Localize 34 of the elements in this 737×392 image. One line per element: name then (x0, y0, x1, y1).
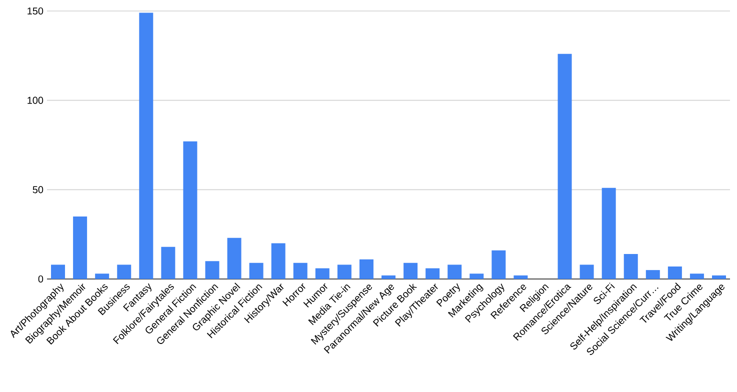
bar (337, 264, 352, 279)
y-tick-label: 150 (28, 7, 44, 15)
y-tick-label: 100 (28, 96, 44, 104)
bar (227, 238, 242, 279)
bar (139, 12, 154, 279)
bar (514, 275, 528, 279)
bar (646, 270, 660, 279)
bar (470, 274, 484, 279)
bar (624, 254, 638, 279)
bar (690, 274, 704, 279)
bar (382, 275, 396, 279)
bar (359, 259, 374, 279)
bar (558, 54, 572, 279)
bar (602, 188, 616, 279)
bar (183, 141, 198, 279)
bar (161, 246, 176, 279)
bar (249, 262, 264, 279)
bar (205, 261, 220, 279)
bar (668, 266, 682, 279)
bar (73, 216, 88, 279)
bar (492, 250, 506, 279)
bar (271, 243, 286, 279)
bar (404, 262, 418, 279)
y-tick-label: 50 (32, 186, 44, 194)
bar (712, 275, 726, 279)
bar (448, 264, 462, 279)
y-tick-label: 0 (38, 275, 44, 283)
bar (95, 274, 110, 279)
bar (51, 264, 66, 279)
bar (117, 264, 132, 279)
bar (315, 268, 330, 279)
bar (580, 264, 594, 279)
bar (426, 268, 440, 279)
bar (293, 262, 308, 279)
